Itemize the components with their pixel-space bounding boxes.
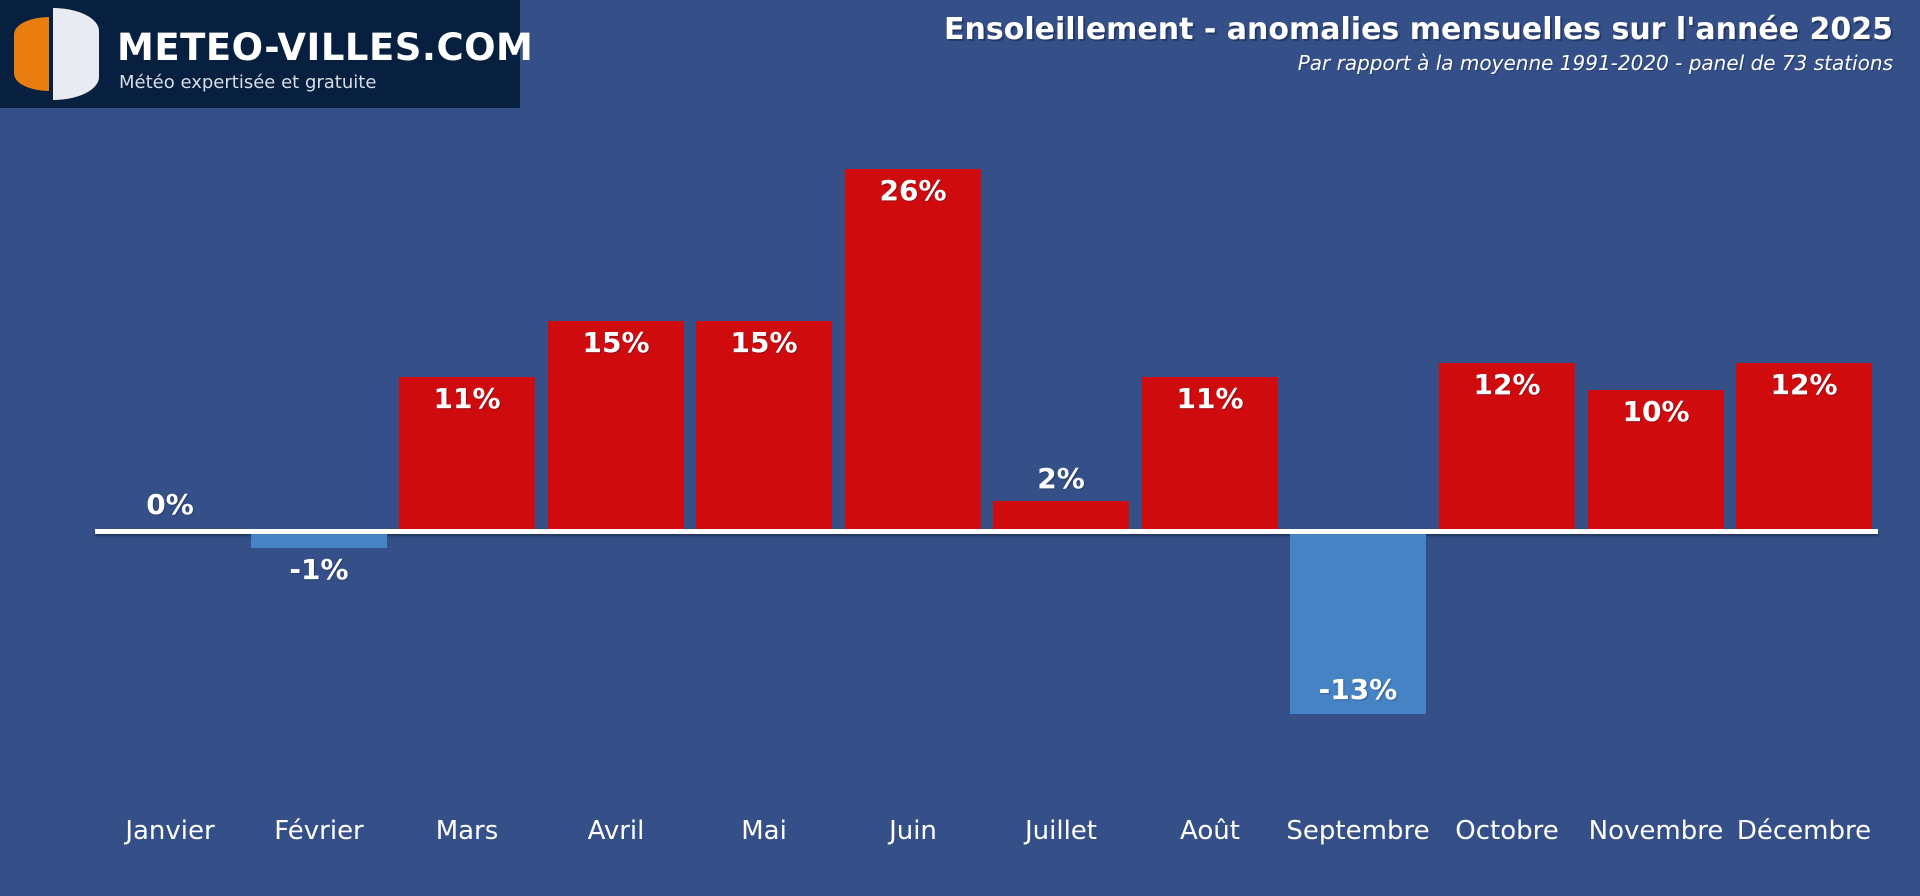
value-label-octobre: 12% bbox=[1473, 368, 1541, 401]
logo-orange-half-disc bbox=[14, 17, 49, 91]
month-label-juillet: Juillet bbox=[1024, 816, 1097, 846]
month-label-octobre: Octobre bbox=[1455, 816, 1559, 846]
bar-février bbox=[251, 534, 387, 548]
bar-mai bbox=[696, 321, 832, 529]
value-label-mai: 15% bbox=[730, 326, 798, 359]
bar-juin bbox=[845, 169, 981, 529]
month-label-mars: Mars bbox=[435, 816, 499, 846]
value-label-novembre: 10% bbox=[1622, 395, 1690, 428]
bar-août bbox=[1142, 377, 1278, 529]
month-label-septembre: Septembre bbox=[1286, 816, 1430, 846]
month-label-février: Février bbox=[274, 816, 364, 846]
month-label-janvier: Janvier bbox=[125, 816, 215, 846]
value-label-avril: 15% bbox=[582, 326, 650, 359]
x-axis-line bbox=[95, 529, 1878, 534]
brand-tagline: Météo expertisée et gratuite bbox=[119, 72, 377, 93]
chart-title: Ensoleillement - anomalies mensuelles su… bbox=[944, 12, 1893, 47]
value-label-juillet: 2% bbox=[1037, 462, 1085, 495]
value-label-juin: 26% bbox=[879, 174, 947, 207]
value-label-mars: 11% bbox=[433, 382, 501, 415]
value-label-février: -1% bbox=[289, 553, 349, 586]
bar-décembre bbox=[1736, 363, 1872, 529]
bar-novembre bbox=[1588, 390, 1724, 529]
value-label-janvier: 0% bbox=[146, 488, 194, 521]
month-label-mai: Mai bbox=[741, 816, 787, 846]
month-label-avril: Avril bbox=[587, 816, 645, 846]
value-label-septembre: -13% bbox=[1318, 673, 1398, 706]
bar-juillet bbox=[993, 501, 1129, 529]
chart-subtitle: Par rapport à la moyenne 1991-2020 - pan… bbox=[1297, 51, 1893, 75]
logo-white-half-disc bbox=[53, 8, 99, 100]
month-label-décembre: Décembre bbox=[1736, 816, 1872, 846]
month-label-août: Août bbox=[1180, 816, 1240, 846]
title-block: Ensoleillement - anomalies mensuelles su… bbox=[944, 12, 1893, 75]
brand-name: METEO-VILLES.COM bbox=[117, 26, 534, 69]
bar-septembre bbox=[1290, 534, 1426, 714]
bar-octobre bbox=[1439, 363, 1575, 529]
value-label-décembre: 12% bbox=[1770, 368, 1838, 401]
bar-avril bbox=[548, 321, 684, 529]
meteo-villes-logo-icon bbox=[0, 0, 110, 108]
month-label-juin: Juin bbox=[889, 816, 937, 846]
logo-box: METEO-VILLES.COM Météo expertisée et gra… bbox=[0, 0, 533, 108]
value-label-août: 11% bbox=[1176, 382, 1244, 415]
month-label-novembre: Novembre bbox=[1588, 816, 1724, 846]
bar-mars bbox=[399, 377, 535, 529]
